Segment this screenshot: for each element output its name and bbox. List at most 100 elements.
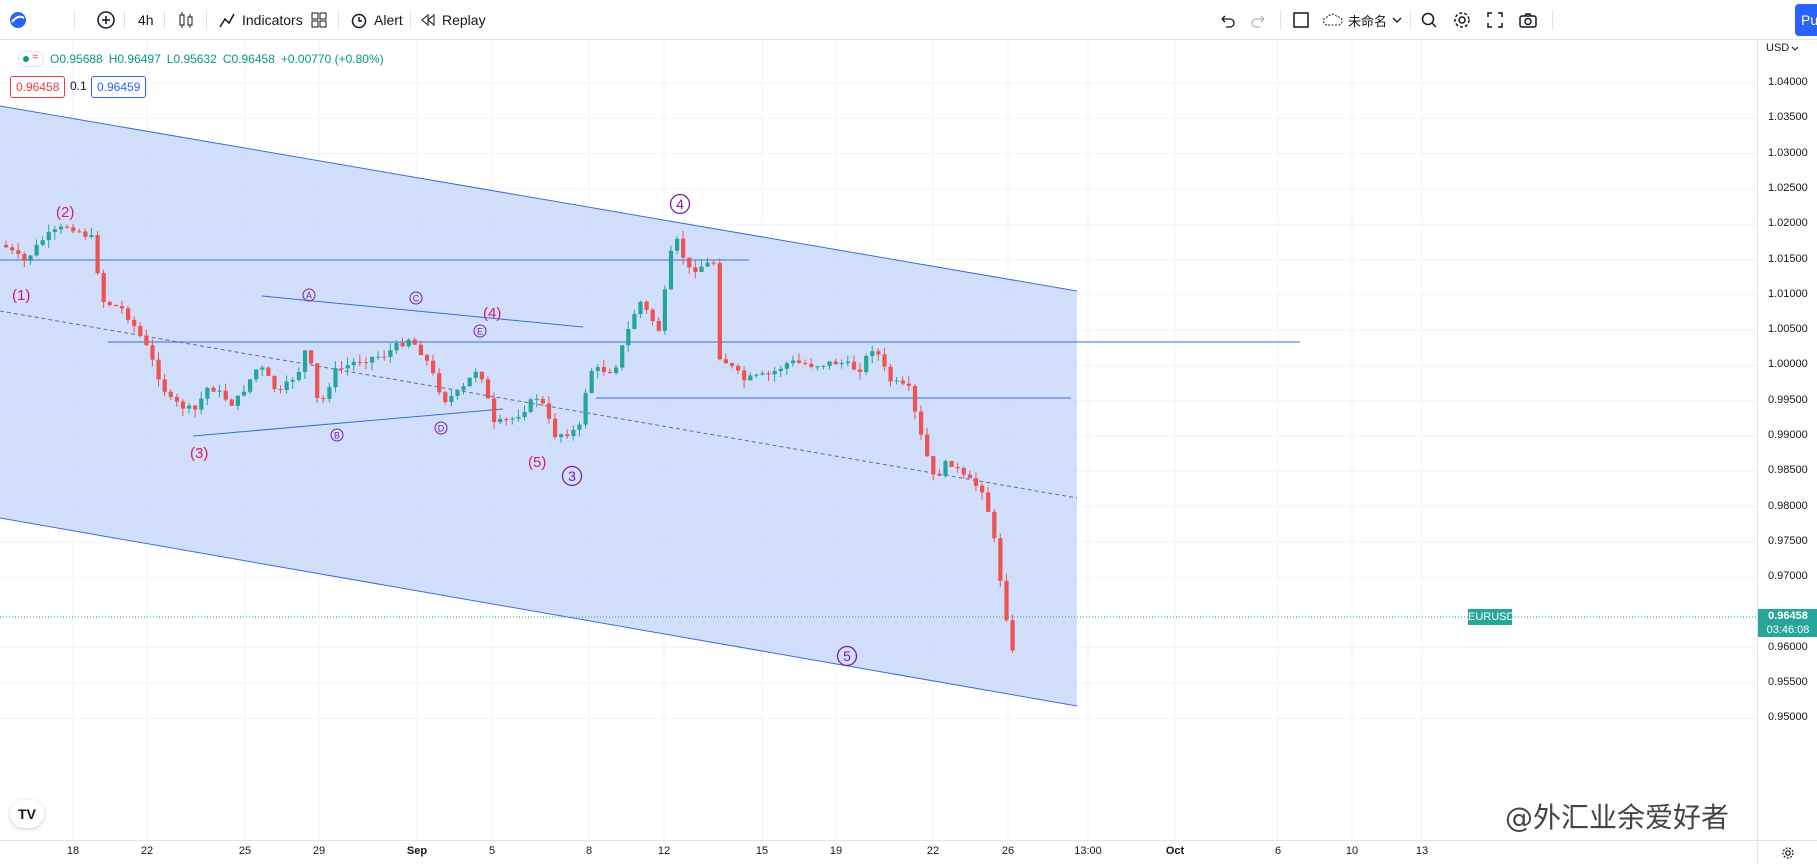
- candle-body: [821, 365, 826, 367]
- candle-body: [71, 227, 76, 232]
- candle-body: [925, 434, 930, 457]
- replay-button[interactable]: Replay: [420, 0, 486, 40]
- candle-body: [809, 363, 814, 367]
- candle-body: [955, 466, 960, 469]
- symbol-legend: ≈ O0.95688 H0.96497 L0.95632 C0.96458 +0…: [18, 48, 384, 70]
- candle-body: [34, 244, 39, 256]
- candle-body: [235, 395, 240, 406]
- time-axis[interactable]: 18 22 25 29 Sep 5 8 12 15 19 22 26 13:00 Oct 6 10 13: [0, 840, 1757, 864]
- legend-high: H0.96497: [108, 52, 161, 66]
- undo-button[interactable]: [1218, 0, 1236, 40]
- symbol-search-button[interactable]: [96, 0, 116, 40]
- screenshot-button[interactable]: [1518, 0, 1538, 40]
- candle-body: [827, 361, 832, 366]
- currency-selector[interactable]: USD: [1766, 42, 1799, 54]
- wave-label: B: [334, 431, 340, 441]
- candle-body: [199, 398, 204, 410]
- spread-value: 0.1: [70, 79, 87, 93]
- candle-body: [937, 474, 942, 476]
- chart-type-button[interactable]: [176, 0, 196, 40]
- candle-body: [132, 320, 137, 327]
- settings-button[interactable]: [1452, 0, 1472, 40]
- bar-countdown: 03:46:08: [1766, 624, 1810, 636]
- candle-body: [632, 314, 637, 330]
- candle-body: [729, 363, 735, 366]
- candle-body: [851, 361, 857, 370]
- interval-button[interactable]: 4h: [138, 12, 154, 28]
- wave-label: (5): [528, 454, 546, 471]
- candle-body: [833, 361, 838, 365]
- toolbar-divider: [1280, 10, 1281, 30]
- candle-body: [900, 380, 905, 384]
- candle-body: [980, 485, 985, 493]
- candle-body: [504, 419, 509, 421]
- axis-settings-button[interactable]: [1757, 840, 1817, 864]
- candle-body: [101, 273, 106, 302]
- candle-body: [443, 392, 448, 403]
- candle-body: [668, 250, 674, 290]
- triangle-lower-line: [192, 408, 504, 437]
- sell-price-button[interactable]: 0.96458: [10, 76, 66, 98]
- candle-body: [248, 379, 253, 392]
- redo-button[interactable]: [1250, 0, 1268, 40]
- candle-body: [949, 460, 954, 467]
- app-logo[interactable]: [8, 0, 28, 40]
- templates-button[interactable]: [310, 0, 328, 40]
- buy-price-button[interactable]: 0.96459: [91, 76, 147, 98]
- chart-pane[interactable]: (1) (2) (3) (4) (5) A B C D E 3 4 5: [0, 40, 1757, 840]
- toolbar-divider: [206, 10, 207, 30]
- candle-body: [46, 231, 51, 241]
- candle-body: [290, 379, 295, 382]
- fullscreen-button[interactable]: [1486, 0, 1504, 40]
- candle-body: [52, 229, 57, 232]
- candle-body: [119, 306, 125, 309]
- candle-body: [1010, 620, 1015, 651]
- candle-body: [614, 367, 619, 373]
- price-tick-label: 1.02000: [1768, 217, 1808, 230]
- candle-body: [89, 235, 94, 237]
- candle-body: [479, 371, 484, 380]
- candle-body: [223, 390, 228, 400]
- candle-body: [522, 411, 527, 418]
- fullscreen-select-button[interactable]: [1292, 0, 1310, 40]
- wave-labels: (1) (2) (3) (4) (5) A B C D E 3 4 5: [12, 193, 858, 667]
- toolbar-divider: [1552, 10, 1553, 30]
- candle-body: [382, 356, 387, 358]
- candle-body: [406, 339, 411, 347]
- candle-body: [95, 235, 100, 274]
- candle-body: [553, 418, 558, 438]
- candle-body: [241, 391, 247, 396]
- price-axis[interactable]: USD 1.04000 1.03500 1.03000 1.02500 1.02000 1…: [1468, 40, 1817, 840]
- indicators-button[interactable]: Indicators: [218, 0, 303, 40]
- search-button[interactable]: [1420, 0, 1438, 40]
- layout-menu-button[interactable]: 未命名: [1322, 0, 1403, 40]
- candle-body: [302, 350, 308, 372]
- candle-body: [83, 231, 88, 237]
- time-tick-label: 18: [66, 845, 80, 857]
- candle-body: [760, 373, 765, 375]
- candle-body: [376, 356, 381, 358]
- tradingview-logo[interactable]: TV: [10, 800, 44, 828]
- regression-channel-fill: [0, 106, 1077, 706]
- candle-body: [717, 263, 722, 360]
- time-tick-label: 5: [488, 845, 496, 857]
- time-tick-label: 8: [585, 845, 593, 857]
- price-tick-label: 0.96000: [1768, 640, 1808, 653]
- candle-body: [723, 359, 728, 364]
- candle-body: [766, 373, 771, 375]
- price-tick-label: 0.97500: [1768, 534, 1808, 547]
- indicators-icon: [219, 13, 235, 28]
- price-tick-label: 0.95500: [1768, 676, 1808, 689]
- candle-body: [772, 371, 777, 375]
- candle-body: [882, 354, 887, 367]
- status-dot-icon[interactable]: ≈: [18, 51, 44, 67]
- legend-change: +0.00770 (+0.80%): [280, 52, 384, 66]
- alert-button[interactable]: Alert: [350, 0, 403, 40]
- candle-body: [16, 250, 21, 254]
- candle-body: [973, 478, 979, 486]
- wave-circle: [836, 645, 858, 667]
- candle-body: [174, 397, 179, 402]
- candle-body: [400, 342, 405, 347]
- publish-button[interactable]: Pu: [1795, 4, 1817, 36]
- candle-body: [498, 419, 503, 423]
